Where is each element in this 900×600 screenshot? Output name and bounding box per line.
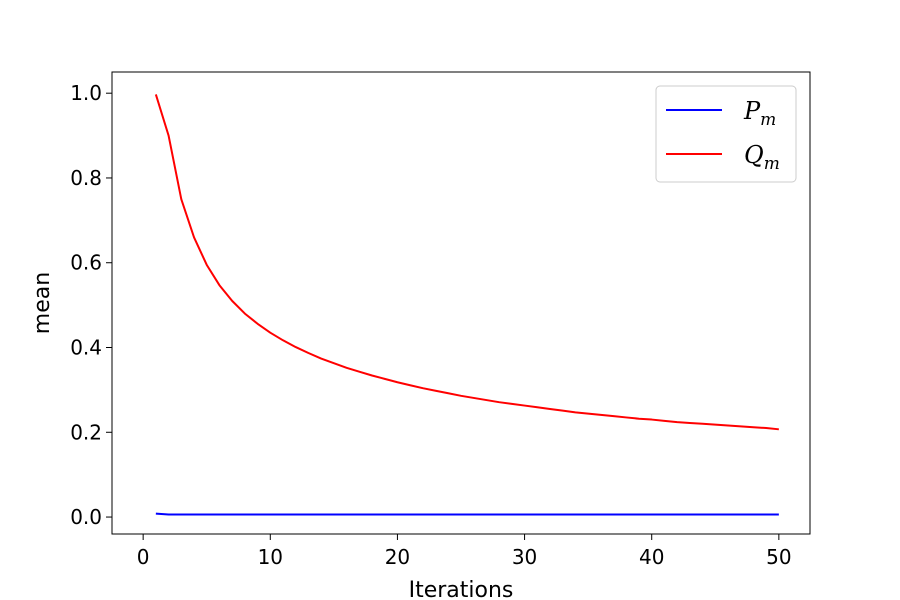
- x-axis: 0 10 20 30 40 50: [137, 534, 792, 569]
- x-tick-label: 40: [639, 545, 664, 569]
- x-tick-label: 20: [385, 545, 410, 569]
- y-tick-label: 0.6: [70, 251, 102, 275]
- legend-entries: Pm Qm: [666, 97, 780, 174]
- y-axis-title: mean: [30, 272, 55, 334]
- x-tick-label: 50: [766, 545, 791, 569]
- y-tick-label: 0.2: [70, 420, 102, 444]
- x-tick-label: 30: [512, 545, 537, 569]
- series-line-q-m: [154, 94, 779, 431]
- plot-frame: [111, 71, 811, 535]
- x-tick-label: 10: [258, 545, 283, 569]
- y-tick-label: 0.8: [70, 166, 102, 190]
- legend: Pm Qm: [655, 85, 797, 183]
- y-tick-label: 0.4: [70, 336, 102, 360]
- x-tick-label: 0: [137, 545, 150, 569]
- y-axis: 0.0 0.2 0.4 0.6 0.8 1.0: [70, 81, 112, 529]
- series-layer: [154, 94, 779, 516]
- y-tick-label: 1.0: [70, 81, 102, 105]
- x-axis-title: Iterations: [409, 578, 514, 600]
- legend-label: Pm: [743, 97, 776, 130]
- legend-label: Qm: [744, 141, 780, 174]
- y-tick-label: 0.0: [70, 505, 102, 529]
- series-line-p-m: [155, 512, 779, 516]
